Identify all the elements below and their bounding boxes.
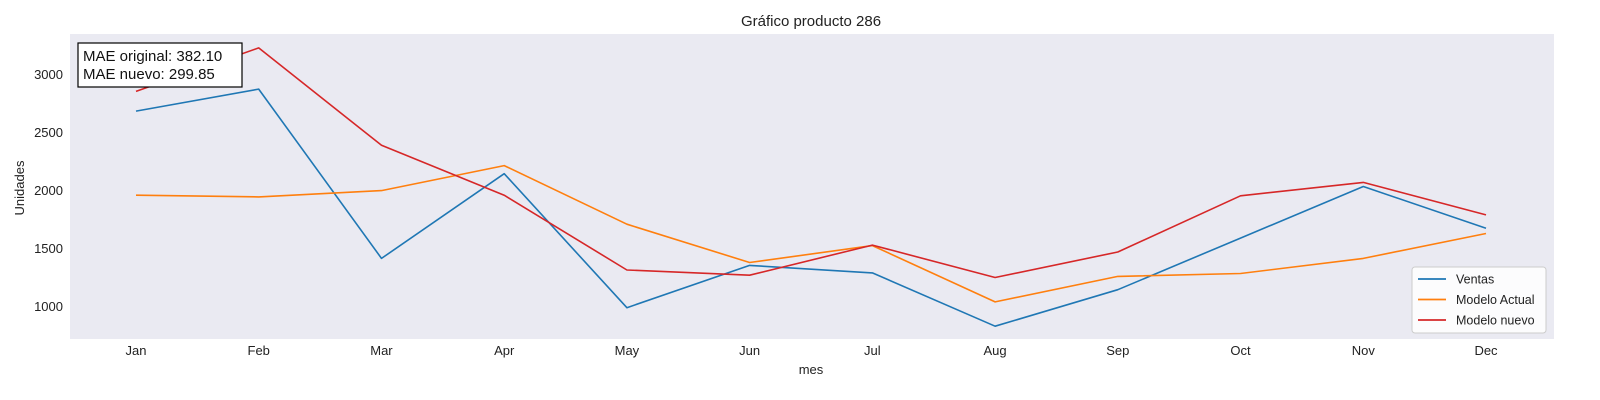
x-tick-label: Mar (370, 343, 393, 358)
x-axis-label: mes (799, 362, 824, 377)
annotation-line-nuevo: MAE nuevo: 299.85 (83, 66, 215, 83)
series-line-ventas (135, 88, 1487, 328)
x-tick-label: Jun (739, 343, 760, 358)
x-tick-label: Oct (1230, 343, 1251, 358)
y-tick-label: 2500 (34, 125, 63, 140)
annotation-line-original: MAE original: 382.10 (83, 48, 222, 65)
x-tick-label: Jul (864, 343, 881, 358)
x-tick-label: Dec (1474, 343, 1498, 358)
x-tick-label: Jan (126, 343, 147, 358)
y-tick-label: 1500 (34, 241, 63, 256)
y-axis-label: Unidades (12, 160, 27, 215)
x-tick-label: Sep (1106, 343, 1129, 358)
x-tick-label: Apr (494, 343, 515, 358)
legend-label: Modelo nuevo (1456, 314, 1535, 328)
chart-title: Gráfico producto 286 (741, 13, 881, 30)
legend: Ventas Modelo Actual Modelo nuevo (1411, 266, 1547, 334)
legend-box (1411, 266, 1547, 334)
series-line-modelo-actual (135, 164, 1487, 303)
plot-area (70, 34, 1554, 339)
y-tick-label: 3000 (34, 67, 63, 82)
x-axis-ticks: Jan Feb Mar Apr May Jun Jul Aug Sep Oct Nov Dec (126, 343, 1499, 358)
series-lines (135, 47, 1487, 328)
legend-label: Ventas (1456, 273, 1494, 287)
x-tick-label: Feb (248, 343, 270, 358)
y-tick-label: 1000 (34, 299, 63, 314)
annotation-box (77, 42, 243, 88)
x-tick-label: Aug (984, 343, 1007, 358)
legend-label: Modelo Actual (1456, 293, 1535, 307)
series-line-modelo-nuevo (135, 47, 1487, 279)
x-tick-label: May (615, 343, 640, 358)
y-axis-ticks: 1000 1500 2000 2500 3000 (34, 67, 63, 314)
x-tick-label: Nov (1352, 343, 1376, 358)
y-tick-label: 2000 (34, 183, 63, 198)
mae-annotation: MAE original: 382.10 MAE nuevo: 299.85 (77, 42, 243, 88)
